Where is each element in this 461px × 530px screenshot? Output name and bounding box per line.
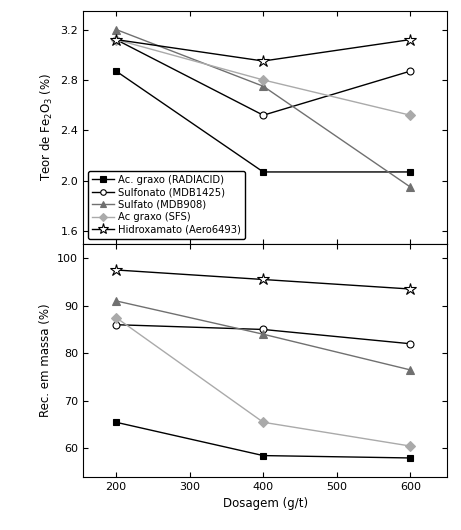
Line: Sulfonato (MDB1425): Sulfonato (MDB1425) bbox=[112, 321, 414, 347]
Line: Sulfonato (MDB1425): Sulfonato (MDB1425) bbox=[112, 36, 414, 119]
Ac graxo (SFS) bbox=[408, 443, 413, 449]
Hidroxamato (Aero6493) bbox=[113, 267, 119, 273]
Ac graxo (SFS) bbox=[113, 314, 119, 321]
Sulfonato (MDB1425) bbox=[113, 322, 119, 328]
Hidroxamato (Aero6493) bbox=[260, 276, 266, 282]
Hidroxamato (Aero6493) bbox=[408, 286, 413, 292]
Sulfato (MDB908) bbox=[113, 298, 119, 304]
Sulfonato (MDB1425) bbox=[113, 37, 119, 43]
Ac graxo (SFS) bbox=[113, 37, 119, 43]
Hidroxamato (Aero6493) bbox=[408, 37, 413, 43]
Ac. graxo (RADIACID) bbox=[260, 453, 266, 459]
Y-axis label: Teor de Fe$_2$O$_3$ (%): Teor de Fe$_2$O$_3$ (%) bbox=[39, 73, 55, 181]
Line: Sulfato (MDB908): Sulfato (MDB908) bbox=[112, 297, 414, 374]
Sulfato (MDB908) bbox=[408, 367, 413, 373]
Ac. graxo (RADIACID) bbox=[113, 68, 119, 74]
Sulfato (MDB908) bbox=[113, 26, 119, 33]
Line: Ac. graxo (RADIACID): Ac. graxo (RADIACID) bbox=[112, 419, 414, 462]
Line: Sulfato (MDB908): Sulfato (MDB908) bbox=[112, 25, 414, 191]
Sulfonato (MDB1425) bbox=[408, 68, 413, 74]
Ac. graxo (RADIACID) bbox=[408, 169, 413, 175]
Line: Ac graxo (SFS): Ac graxo (SFS) bbox=[112, 36, 414, 119]
Sulfonato (MDB1425) bbox=[260, 326, 266, 333]
Line: Hidroxamato (Aero6493): Hidroxamato (Aero6493) bbox=[110, 33, 417, 67]
Ac graxo (SFS) bbox=[408, 112, 413, 118]
Ac graxo (SFS) bbox=[260, 77, 266, 83]
Sulfonato (MDB1425) bbox=[260, 112, 266, 118]
Y-axis label: Rec. em massa (%): Rec. em massa (%) bbox=[39, 304, 52, 417]
X-axis label: Dosagem (g/t): Dosagem (g/t) bbox=[223, 498, 307, 510]
Hidroxamato (Aero6493) bbox=[113, 37, 119, 43]
Line: Hidroxamato (Aero6493): Hidroxamato (Aero6493) bbox=[110, 264, 417, 295]
Line: Ac graxo (SFS): Ac graxo (SFS) bbox=[112, 314, 414, 449]
Sulfato (MDB908) bbox=[260, 331, 266, 338]
Hidroxamato (Aero6493) bbox=[260, 58, 266, 64]
Legend: Ac. graxo (RADIACID), Sulfonato (MDB1425), Sulfato (MDB908), Ac graxo (SFS), Hid: Ac. graxo (RADIACID), Sulfonato (MDB1425… bbox=[88, 171, 245, 239]
Line: Ac. graxo (RADIACID): Ac. graxo (RADIACID) bbox=[112, 68, 414, 175]
Ac. graxo (RADIACID) bbox=[260, 169, 266, 175]
Sulfonato (MDB1425) bbox=[408, 341, 413, 347]
Ac. graxo (RADIACID) bbox=[408, 455, 413, 461]
Ac graxo (SFS) bbox=[260, 419, 266, 426]
Ac. graxo (RADIACID) bbox=[113, 419, 119, 426]
Sulfato (MDB908) bbox=[260, 83, 266, 90]
Sulfato (MDB908) bbox=[408, 184, 413, 190]
